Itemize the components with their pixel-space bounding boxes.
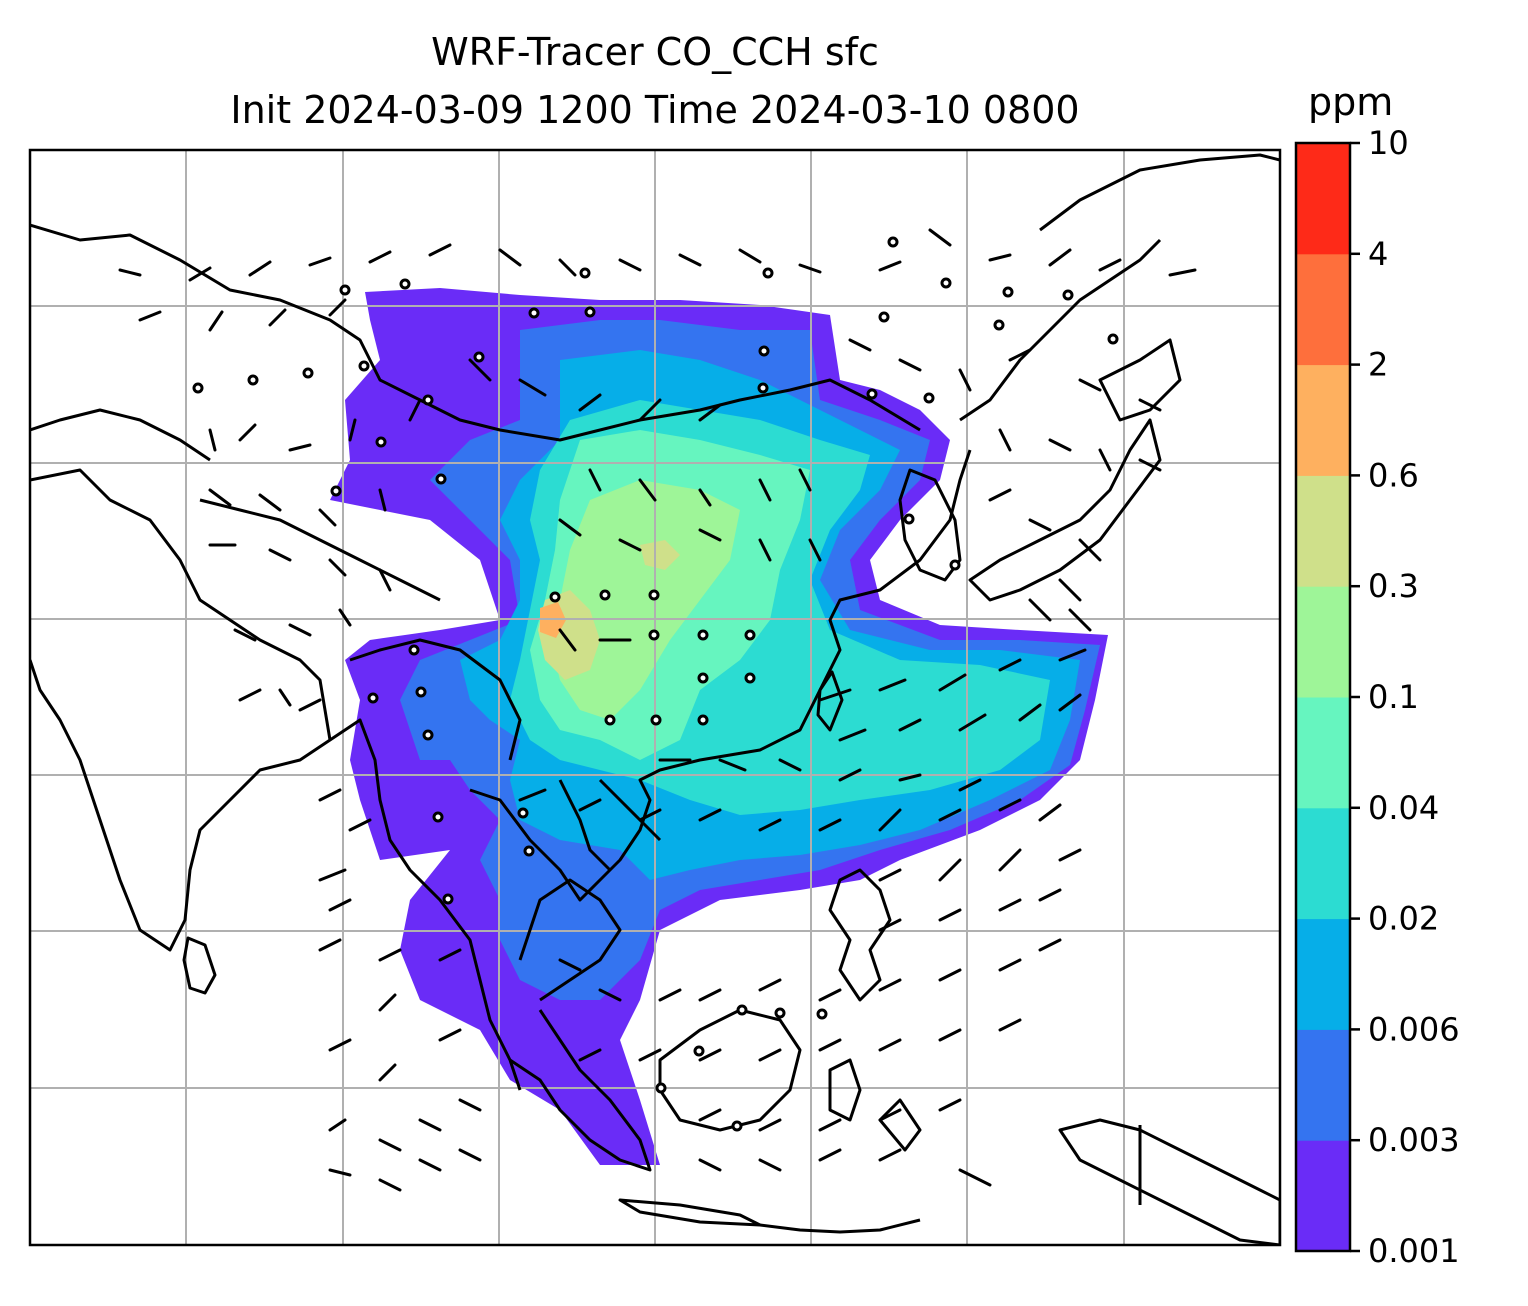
colorbar-segment <box>1296 253 1350 366</box>
colorbar-unit-label: ppm <box>1308 80 1394 124</box>
colorbar-tick-label: 0.006 <box>1368 1010 1460 1048</box>
colorbar-tick-label: 0.04 <box>1368 789 1439 827</box>
coastlines <box>30 153 1280 1245</box>
colorbar-segment <box>1296 1029 1350 1141</box>
colorbar-tick-label: 10 <box>1368 124 1409 162</box>
chart-title-line1: WRF-Tracer CO_CCH sfc <box>431 30 879 74</box>
colorbar-tick-label: 0.3 <box>1368 567 1419 605</box>
calm-wind-markers <box>192 236 1119 1132</box>
colorbar-segment <box>1296 143 1350 255</box>
colorbar-segment <box>1296 1140 1350 1252</box>
contour-0.1 <box>550 480 740 720</box>
colorbar-segment <box>1296 364 1350 476</box>
colorbar-segment <box>1296 918 1350 1030</box>
colorbar-segment <box>1296 807 1350 920</box>
colorbar-tick-label: 0.001 <box>1368 1232 1460 1270</box>
colorbar-tick-label: 0.003 <box>1368 1121 1460 1159</box>
colorbar-tick-label: 0.6 <box>1368 456 1419 494</box>
gridlines <box>30 150 1280 1245</box>
wind-barbs <box>118 228 1197 1192</box>
colorbar-segment <box>1296 475 1350 587</box>
colorbar-segment <box>1296 697 1350 809</box>
contour-0.3b <box>640 540 680 570</box>
map-frame <box>28 148 1282 1247</box>
map-panel <box>30 150 1280 1245</box>
colorbar-tick-label: 0.1 <box>1368 678 1419 716</box>
colorbar-segment <box>1296 586 1350 698</box>
colorbar: 0.001 0.003 0.006 0.02 0.04 0.1 0.3 0.6 2 4 10 <box>1294 124 1460 1270</box>
colorbar-tick-label: 2 <box>1368 346 1388 384</box>
chart-title-line2: Init 2024-03-09 1200 Time 2024-03-10 080… <box>230 88 1080 132</box>
colorbar-tick-label: 0.02 <box>1368 900 1439 938</box>
colorbar-tick-label: 4 <box>1368 235 1388 273</box>
